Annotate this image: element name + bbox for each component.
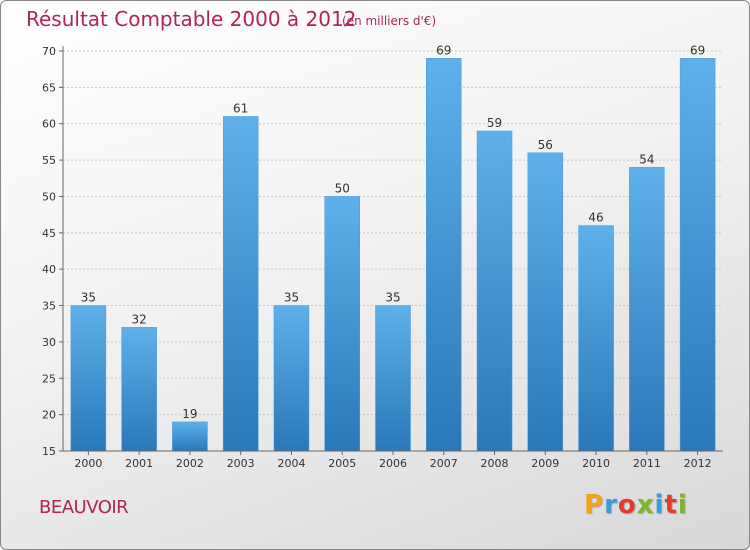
logo-letter: r bbox=[604, 490, 618, 520]
x-tick-label: 2006 bbox=[379, 457, 407, 470]
data-label: 69 bbox=[690, 43, 705, 57]
bar bbox=[70, 305, 107, 452]
y-tick-label: 70 bbox=[42, 45, 56, 58]
data-label: 61 bbox=[233, 101, 248, 115]
bar bbox=[527, 152, 564, 452]
x-tick-label: 2009 bbox=[531, 457, 559, 470]
bar bbox=[222, 116, 259, 452]
y-tick-label: 55 bbox=[42, 154, 56, 167]
x-tick-label: 2008 bbox=[481, 457, 509, 470]
bar bbox=[172, 421, 208, 452]
x-tick-label: 2004 bbox=[277, 457, 305, 470]
x-tick-label: 2010 bbox=[582, 457, 610, 470]
x-tick-label: 2012 bbox=[684, 457, 712, 470]
y-tick-label: 20 bbox=[42, 409, 56, 422]
bar bbox=[476, 130, 513, 452]
logo-letter: t bbox=[664, 490, 678, 520]
y-tick-label: 25 bbox=[42, 372, 56, 385]
data-label: 50 bbox=[335, 181, 350, 195]
bar bbox=[679, 58, 716, 452]
x-tick-label: 2003 bbox=[227, 457, 255, 470]
proxiti-logo[interactable]: Proxiti bbox=[584, 490, 688, 520]
axes bbox=[59, 46, 723, 455]
bars bbox=[70, 58, 716, 452]
bar bbox=[578, 225, 614, 452]
x-tick-label: 2011 bbox=[633, 457, 661, 470]
data-label: 46 bbox=[588, 211, 603, 225]
y-tick-label: 15 bbox=[42, 445, 56, 458]
bar bbox=[426, 58, 462, 452]
x-tick-label: 2005 bbox=[328, 457, 356, 470]
x-tick-label: 2000 bbox=[74, 457, 102, 470]
data-label: 19 bbox=[182, 407, 197, 421]
logo-letter: P bbox=[584, 490, 605, 520]
logo-letter: x bbox=[636, 490, 655, 520]
bar bbox=[375, 305, 411, 452]
x-tick-label: 2007 bbox=[430, 457, 458, 470]
y-tick-label: 45 bbox=[42, 227, 56, 240]
data-label: 56 bbox=[538, 138, 553, 152]
bar bbox=[121, 327, 157, 452]
data-label: 32 bbox=[132, 312, 147, 326]
x-tick-label: 2001 bbox=[125, 457, 153, 470]
y-tick-label: 35 bbox=[42, 300, 56, 313]
bar bbox=[324, 196, 360, 452]
labels: 15 20 25 30 35 40 45 50 55 60 65 70 35 2000 32 2001 19 20… bbox=[42, 43, 712, 470]
data-label: 69 bbox=[436, 43, 451, 57]
data-label: 59 bbox=[487, 116, 502, 130]
x-tick-label: 2002 bbox=[176, 457, 204, 470]
data-label: 35 bbox=[385, 291, 400, 305]
y-tick-label: 65 bbox=[42, 81, 56, 94]
chart-subtitle: (en milliers d'€) bbox=[342, 14, 437, 28]
commune-name: BEAUVOIR bbox=[39, 497, 129, 518]
data-label: 35 bbox=[81, 291, 96, 305]
y-tick-label: 30 bbox=[42, 336, 56, 349]
data-label: 54 bbox=[639, 152, 654, 166]
bar bbox=[629, 167, 665, 452]
logo-letter: o bbox=[617, 490, 637, 520]
y-tick-label: 50 bbox=[42, 190, 56, 203]
bar bbox=[273, 305, 310, 452]
y-tick-label: 60 bbox=[42, 118, 56, 131]
logo-letter: i bbox=[677, 490, 688, 520]
logo-letter: i bbox=[654, 490, 665, 520]
y-tick-label: 40 bbox=[42, 263, 56, 276]
data-label: 35 bbox=[284, 291, 299, 305]
chart-title: Résultat Comptable 2000 à 2012 bbox=[26, 7, 357, 31]
